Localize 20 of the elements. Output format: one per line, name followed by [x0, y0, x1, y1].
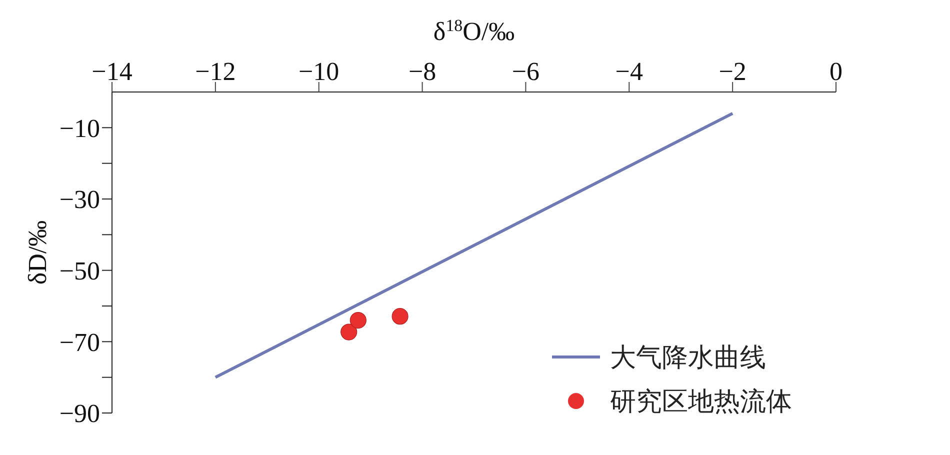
x-tick-label: −2	[718, 57, 746, 86]
x-tick-label: −14	[92, 57, 132, 86]
y-tick-label: −70	[59, 328, 100, 357]
x-tick-label: −6	[512, 57, 540, 86]
point	[392, 308, 408, 325]
x-tick-label: −8	[408, 57, 436, 86]
y-tick-label: −90	[59, 399, 100, 428]
point	[350, 312, 366, 329]
legend-label: 研究区地热流体	[610, 386, 792, 418]
x-tick-label: −12	[195, 57, 236, 86]
x-tick-label: 0	[830, 57, 842, 86]
y-tick-label: −50	[59, 256, 100, 286]
x-axis-title: δ$^{18}$O/‰	[433, 16, 515, 46]
x-tick-label: −4	[615, 57, 643, 86]
y-tick-label: −30	[59, 185, 100, 214]
x-tick-label: −10	[298, 57, 340, 86]
point	[340, 324, 358, 340]
legend-label: 大气降水曲线	[610, 342, 766, 374]
y-axis-title: δD/‰	[23, 220, 52, 285]
y-tick-label: −10	[59, 114, 100, 143]
